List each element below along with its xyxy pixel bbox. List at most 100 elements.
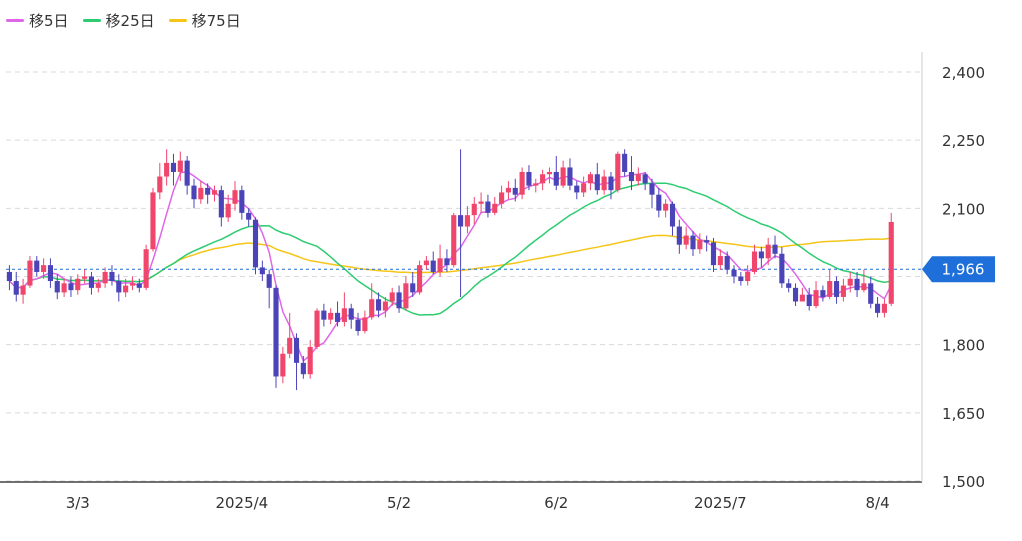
candle <box>464 206 470 234</box>
candle-body <box>792 287 799 302</box>
candle-body <box>505 187 511 193</box>
candle <box>533 178 539 193</box>
candle <box>710 237 717 272</box>
candle-body <box>820 290 826 297</box>
candle-body <box>164 162 170 177</box>
candle-body <box>697 240 703 250</box>
candle-body <box>813 290 819 307</box>
legend-ma5[interactable]: 移5日 <box>6 10 69 31</box>
candle-body <box>328 312 334 320</box>
candle-body <box>410 283 416 293</box>
candle-body <box>553 171 559 186</box>
candle-body <box>519 171 525 195</box>
candle <box>375 292 382 318</box>
candle <box>170 153 177 186</box>
candle-body <box>437 258 443 272</box>
candle-body <box>710 242 717 266</box>
candle <box>786 278 792 293</box>
candle-body <box>355 319 361 332</box>
candle <box>328 308 334 325</box>
candle-body <box>669 203 676 227</box>
candle-body <box>232 190 238 204</box>
candle-body <box>47 265 53 282</box>
candle-body <box>403 283 409 309</box>
moving-average-lines <box>6 170 922 363</box>
candle <box>724 251 730 275</box>
candle <box>184 156 190 195</box>
candle <box>765 237 771 266</box>
candle <box>444 249 450 272</box>
axes: 1,500 1,650 1,800 2,100 2,250 2,400 3/3 2025/4 5… <box>0 52 985 512</box>
ma25-swatch <box>82 18 101 22</box>
candle-body <box>751 251 758 272</box>
candle <box>410 271 416 297</box>
candle-body <box>738 276 744 282</box>
candle <box>553 156 559 191</box>
candle-body <box>574 185 580 193</box>
candle-body <box>642 174 648 184</box>
x-tick-label-0: 3/3 <box>66 494 90 512</box>
candle-body <box>724 256 730 270</box>
candle-body <box>546 171 553 175</box>
candle <box>669 201 676 236</box>
candle-body <box>198 187 204 200</box>
candle-body <box>656 194 662 211</box>
candle-body <box>41 265 47 272</box>
candle <box>717 249 723 270</box>
candle-body <box>622 153 628 172</box>
candle-body <box>608 176 614 191</box>
candle-body <box>150 192 156 250</box>
candle <box>423 256 429 270</box>
candle-body <box>806 294 812 307</box>
candle <box>246 208 252 227</box>
candle <box>847 271 853 293</box>
candle-body <box>471 203 477 216</box>
candle <box>478 192 484 213</box>
candle <box>47 258 53 288</box>
y-tick-label-1650: 1,650 <box>942 405 985 423</box>
candle-body <box>334 312 341 322</box>
x-tick-label-4: 2025/7 <box>694 494 747 512</box>
candle <box>129 276 136 291</box>
candle-body <box>287 337 293 354</box>
candle-body <box>758 251 764 259</box>
candle <box>656 187 662 218</box>
candle <box>307 340 313 379</box>
candle <box>266 269 272 309</box>
candle-body <box>13 281 19 295</box>
y-tick-label-2100: 2,100 <box>942 200 985 218</box>
candle <box>348 303 354 329</box>
y-tick-label-1800: 1,800 <box>942 337 985 355</box>
candle-body <box>464 215 470 227</box>
candle-body <box>799 294 805 302</box>
candle <box>232 181 238 211</box>
candle <box>13 271 19 302</box>
candle-body <box>34 260 40 272</box>
candle-body <box>157 176 163 193</box>
candle-body <box>540 174 546 184</box>
candle <box>403 276 409 311</box>
legend-ma25[interactable]: 移25日 <box>82 10 155 31</box>
candle <box>861 269 867 293</box>
candle <box>833 276 840 304</box>
candle <box>54 274 60 300</box>
x-tick-label-1: 2025/4 <box>215 494 268 512</box>
candle <box>252 217 259 275</box>
candle <box>615 151 621 193</box>
candle <box>567 158 573 191</box>
candle <box>888 212 894 307</box>
candle-body <box>690 235 696 250</box>
candle <box>745 265 751 286</box>
candle <box>177 151 183 182</box>
candle-body <box>594 174 600 191</box>
candle-body <box>458 215 464 227</box>
candle-body <box>827 281 833 297</box>
candle-body <box>280 353 286 377</box>
candle <box>300 356 306 379</box>
legend-ma75[interactable]: 移75日 <box>168 10 241 31</box>
candle-body <box>184 160 190 186</box>
candle-body <box>218 190 224 218</box>
candle-body <box>533 183 539 186</box>
candle-body <box>6 271 12 282</box>
